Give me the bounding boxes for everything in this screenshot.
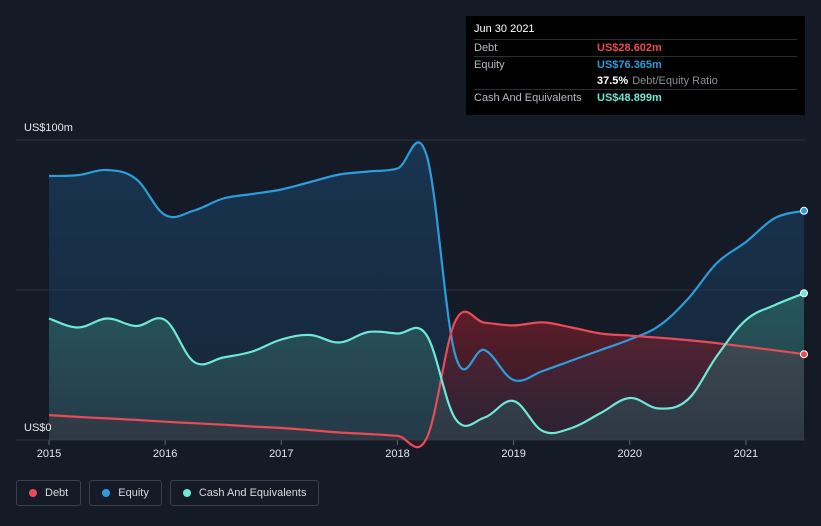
tooltip-label: Equity <box>474 59 505 71</box>
tooltip-value: 37.5% <box>597 75 629 87</box>
tooltip-label <box>474 73 597 89</box>
tooltip-label: Debt <box>474 42 498 54</box>
legend-item-debt[interactable]: Debt <box>16 480 82 506</box>
y-axis-top-label: US$100m <box>24 122 73 134</box>
debt-end-point <box>800 350 808 359</box>
tooltip-row-debt: Debt US$28.602m <box>474 39 797 56</box>
tooltip-value: US$48.899m <box>597 92 662 104</box>
cash-end-point <box>800 289 808 298</box>
x-axis: 2015 2016 2017 2018 2019 2020 2021 <box>37 440 758 460</box>
tooltip-subvalue: Debt/Equity Ratio <box>632 75 718 87</box>
tooltip-row-ratio: 37.5% Debt/Equity Ratio <box>474 73 797 89</box>
tooltip-row-equity: Equity US$76.365m <box>474 56 797 73</box>
cash-dot-icon <box>182 489 191 497</box>
tooltip-label: Cash And Equivalents <box>474 92 582 104</box>
equity-dot-icon <box>102 489 111 497</box>
x-tick-label: 2019 <box>501 448 525 460</box>
x-tick-label: 2021 <box>734 448 758 460</box>
equity-line <box>48 141 805 382</box>
equity-end-point <box>800 206 808 215</box>
x-tick-label: 2017 <box>269 448 293 460</box>
legend-label: Equity <box>118 487 149 499</box>
debt-dot-icon <box>29 489 37 497</box>
legend-label: Debt <box>45 487 69 499</box>
x-tick-label: 2015 <box>37 448 61 460</box>
x-tick-label: 2020 <box>618 448 642 460</box>
cash-line <box>48 292 805 435</box>
legend-label: Cash And Equivalents <box>198 487 307 499</box>
y-axis-bottom-label: US$0 <box>24 422 52 434</box>
legend-item-equity[interactable]: Equity <box>89 480 162 506</box>
tooltip-value: US$76.365m <box>597 59 662 71</box>
tooltip-row-cash: Cash And Equivalents US$48.899m <box>474 89 797 106</box>
legend-item-cash[interactable]: Cash And Equivalents <box>169 480 320 506</box>
x-tick-label: 2016 <box>153 448 177 460</box>
cash-area <box>49 293 804 440</box>
tooltip-value: US$28.602m <box>597 42 662 54</box>
debt-line <box>48 310 805 449</box>
x-tick-label: 2018 <box>385 448 409 460</box>
plot-area <box>16 139 808 449</box>
legend: Debt Equity Cash And Equivalents <box>16 480 320 506</box>
tooltip-date: Jun 30 2021 <box>474 23 535 35</box>
tooltip-panel: Jun 30 2021 Debt US$28.602m Equity US$76… <box>466 16 805 115</box>
